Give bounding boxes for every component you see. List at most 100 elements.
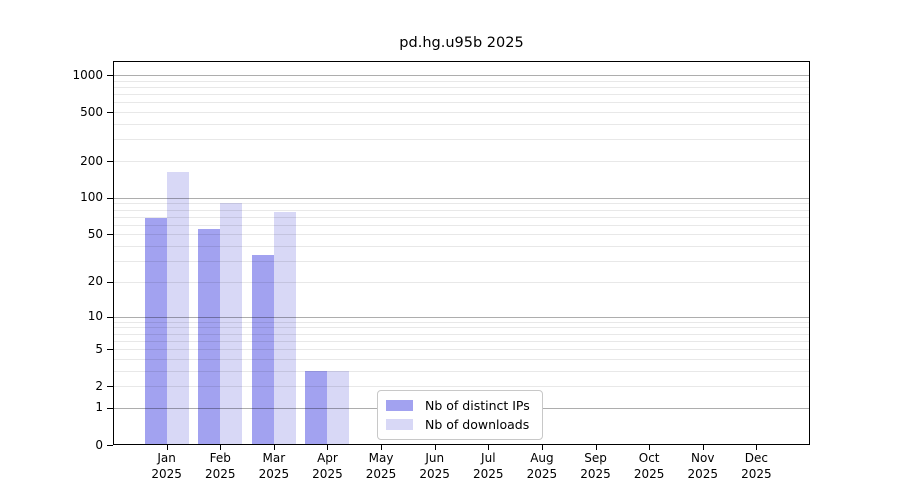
y-axis-tick-label: 50 [87, 226, 103, 241]
x-axis-tick [488, 445, 490, 450]
legend: Nb of distinct IPs Nb of downloads [377, 390, 543, 440]
y-axis-tick [107, 75, 113, 77]
year-label: 2025 [365, 466, 397, 481]
y-axis-tick-label: 0 [95, 437, 103, 452]
month-label: Jul [481, 451, 496, 465]
year-label: 2025 [526, 466, 558, 481]
gridline-minor [114, 386, 809, 388]
legend-swatch-downloads [386, 419, 413, 430]
bar-distinct-ips-apr-2025 [305, 370, 328, 444]
x-axis-tick-label: Sep 2025 [568, 451, 624, 482]
legend-label-downloads: Nb of downloads [425, 417, 530, 432]
y-axis-tick [107, 281, 113, 283]
gridline-minor [114, 234, 809, 236]
year-label: 2025 [741, 466, 772, 481]
y-axis-tick-label: 1 [95, 400, 103, 415]
x-axis-tick [649, 445, 651, 450]
x-axis-tick [541, 445, 543, 450]
gridline-minor [114, 370, 809, 372]
x-axis-tick [434, 445, 436, 450]
plot-area [113, 61, 810, 445]
bar-downloads-mar-2025 [273, 211, 296, 444]
x-axis-tick [756, 445, 758, 450]
x-axis-tick-label: Apr 2025 [299, 451, 355, 482]
x-axis-tick-label: May 2025 [353, 451, 409, 482]
x-axis-tick-label: Oct 2025 [621, 451, 677, 482]
gridline-minor [114, 333, 809, 335]
year-label: 2025 [151, 466, 182, 481]
y-axis-tick [107, 197, 113, 199]
gridline-major [114, 316, 809, 318]
year-label: 2025 [473, 466, 504, 481]
y-axis-tick [107, 161, 113, 163]
y-axis-tick [107, 386, 113, 388]
month-label: May [368, 451, 394, 465]
month-label: Sep [584, 451, 607, 465]
gridline-minor [114, 349, 809, 351]
gridline-minor [114, 340, 809, 342]
y-axis-tick-label: 2 [95, 378, 103, 393]
x-axis-tick [273, 445, 275, 450]
month-label: Apr [317, 451, 338, 465]
x-axis-tick [166, 445, 168, 450]
month-label: Jan [157, 451, 176, 465]
x-axis-tick-label: Jun 2025 [407, 451, 463, 482]
y-axis-tick [107, 234, 113, 236]
y-axis-tick-label: 10 [87, 309, 103, 324]
x-axis-tick [327, 445, 329, 450]
x-axis-tick [702, 445, 704, 450]
month-label: Nov [691, 451, 715, 465]
legend-label-distinct-ips: Nb of distinct IPs [425, 398, 530, 413]
chart-title: pd.hg.u95b 2025 [399, 35, 524, 51]
gridline-minor [114, 80, 809, 82]
month-label: Feb [209, 451, 231, 465]
year-label: 2025 [204, 466, 236, 481]
gridline-minor [114, 102, 809, 104]
gridline-minor [114, 327, 809, 329]
year-label: 2025 [258, 466, 290, 481]
x-axis-tick [381, 445, 383, 450]
gridline-minor [114, 321, 809, 323]
y-axis-tick-label: 100 [80, 190, 103, 205]
legend-item-distinct-ips: Nb of distinct IPs [386, 396, 530, 415]
month-label: Aug [530, 451, 554, 465]
y-axis-tick-label: 200 [80, 153, 103, 168]
year-label: 2025 [419, 466, 450, 481]
y-axis-tick [107, 349, 113, 351]
year-label: 2025 [633, 466, 665, 481]
x-axis-tick-label: Jan 2025 [139, 451, 195, 482]
gridline-minor [114, 261, 809, 263]
gridline-minor [114, 209, 809, 211]
bar-distinct-ips-feb-2025 [198, 229, 221, 444]
gridline-minor [114, 94, 809, 96]
gridline-minor [114, 112, 809, 114]
month-label: Jun [425, 451, 445, 465]
gridline-minor [114, 124, 809, 126]
y-axis-tick [107, 445, 113, 446]
gridline-minor [114, 161, 809, 163]
year-label: 2025 [312, 466, 343, 481]
x-axis-tick [220, 445, 222, 450]
gridline-minor [114, 86, 809, 88]
y-axis-tick-label: 20 [87, 274, 103, 289]
bar-distinct-ips-jan-2025 [144, 218, 167, 444]
x-axis-tick-label: Mar 2025 [246, 451, 302, 482]
y-axis-tick [107, 407, 113, 409]
x-axis-tick-label: Feb 2025 [192, 451, 248, 482]
year-label: 2025 [687, 466, 719, 481]
y-axis-tick-label: 500 [80, 104, 103, 119]
bar-downloads-apr-2025 [327, 370, 350, 444]
bar-downloads-jan-2025 [166, 171, 189, 444]
gridline-minor [114, 203, 809, 205]
x-axis-tick [595, 445, 597, 450]
y-axis-tick [107, 316, 113, 318]
gridline-minor [114, 246, 809, 248]
legend-swatch-distinct-ips [386, 400, 413, 411]
gridline-major [114, 75, 809, 77]
bar-downloads-feb-2025 [220, 203, 243, 444]
gridline-minor [114, 139, 809, 141]
gridline-minor [114, 224, 809, 226]
x-axis-tick-label: Jul 2025 [460, 451, 516, 482]
month-label: Mar [262, 451, 286, 465]
